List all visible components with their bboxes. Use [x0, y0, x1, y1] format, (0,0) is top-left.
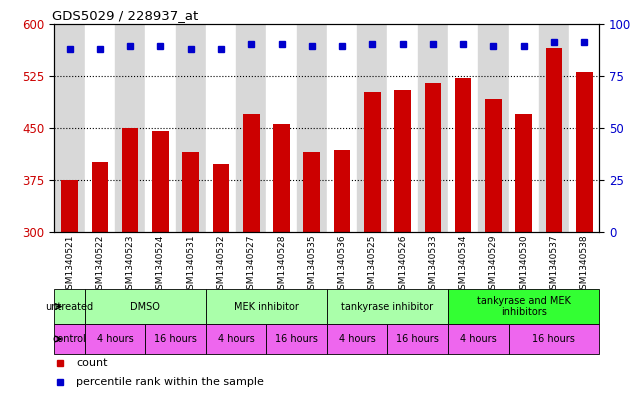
Bar — [448, 289, 599, 324]
Text: 4 hours: 4 hours — [97, 334, 133, 344]
Bar — [327, 289, 448, 324]
Bar — [364, 92, 381, 232]
Bar — [327, 24, 357, 232]
Bar — [448, 324, 508, 354]
Bar — [54, 289, 85, 324]
Text: 4 hours: 4 hours — [460, 334, 497, 344]
Bar — [176, 24, 206, 232]
Bar — [485, 99, 502, 232]
Bar — [478, 24, 508, 232]
Bar — [206, 289, 327, 324]
Bar — [243, 114, 260, 232]
Bar — [387, 324, 448, 354]
Bar — [303, 152, 320, 232]
Bar — [448, 24, 478, 232]
Bar — [418, 24, 448, 232]
Text: 16 hours: 16 hours — [275, 334, 318, 344]
Bar — [236, 24, 267, 232]
Bar — [508, 324, 599, 354]
Text: GDS5029 / 228937_at: GDS5029 / 228937_at — [52, 9, 198, 22]
Bar — [334, 150, 351, 232]
Bar — [85, 324, 146, 354]
Bar — [115, 24, 146, 232]
Bar — [297, 24, 327, 232]
Bar — [152, 131, 169, 232]
Text: 16 hours: 16 hours — [154, 334, 197, 344]
Bar — [54, 324, 85, 354]
Bar — [387, 24, 418, 232]
Bar — [213, 164, 229, 232]
Bar — [327, 324, 387, 354]
Bar — [267, 324, 327, 354]
Bar — [183, 152, 199, 232]
Bar — [85, 24, 115, 232]
Text: 16 hours: 16 hours — [533, 334, 576, 344]
Bar — [508, 24, 539, 232]
Bar — [394, 90, 411, 232]
Text: DMSO: DMSO — [130, 301, 160, 312]
Text: 4 hours: 4 hours — [339, 334, 376, 344]
Bar — [273, 124, 290, 232]
Bar — [62, 180, 78, 232]
Bar — [576, 72, 592, 232]
Bar — [146, 24, 176, 232]
Bar — [357, 24, 387, 232]
Text: 16 hours: 16 hours — [396, 334, 439, 344]
Bar — [206, 324, 267, 354]
Bar — [85, 289, 206, 324]
Bar — [424, 83, 441, 232]
Bar — [54, 24, 85, 232]
Text: untreated: untreated — [46, 301, 94, 312]
Bar — [146, 324, 206, 354]
Text: control: control — [53, 334, 87, 344]
Bar — [515, 114, 532, 232]
Text: 4 hours: 4 hours — [218, 334, 254, 344]
Bar — [122, 128, 138, 232]
Bar — [206, 24, 236, 232]
Bar — [569, 24, 599, 232]
Text: tankyrase and MEK
inhibitors: tankyrase and MEK inhibitors — [477, 296, 570, 317]
Text: MEK inhibitor: MEK inhibitor — [234, 301, 299, 312]
Text: count: count — [76, 358, 108, 367]
Text: percentile rank within the sample: percentile rank within the sample — [76, 377, 264, 387]
Bar — [267, 24, 297, 232]
Bar — [92, 162, 108, 232]
Bar — [539, 24, 569, 232]
Bar — [545, 48, 562, 232]
Text: tankyrase inhibitor: tankyrase inhibitor — [342, 301, 433, 312]
Bar — [455, 78, 471, 232]
